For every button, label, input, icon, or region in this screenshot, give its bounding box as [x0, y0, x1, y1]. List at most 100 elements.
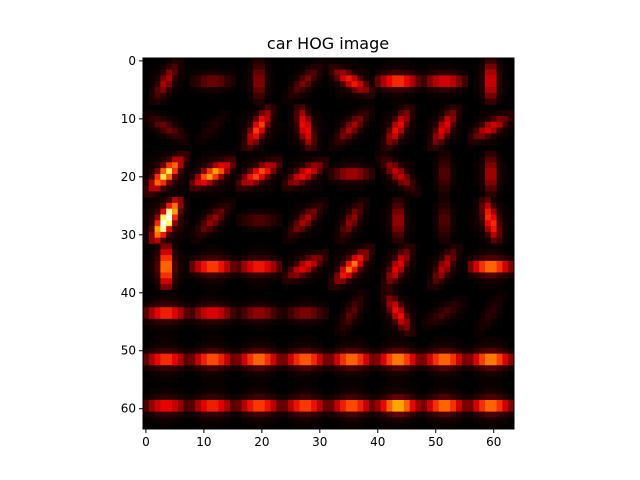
heatmap-pixel: [351, 86, 358, 94]
heatmap-pixel: [166, 179, 173, 186]
heatmap-pixel: [200, 162, 208, 169]
x-tick-label: 30: [312, 435, 327, 449]
heatmap-pixel: [421, 365, 428, 372]
heatmap-pixel: [166, 214, 173, 221]
heatmap-pixel: [160, 347, 167, 354]
heatmap-pixel: [357, 249, 364, 256]
heatmap-pixel: [316, 342, 324, 349]
heatmap-pixel: [305, 115, 312, 123]
heatmap-pixel: [392, 400, 399, 407]
heatmap-pixel: [287, 220, 295, 227]
heatmap-pixel: [380, 405, 387, 412]
heatmap-pixel: [485, 185, 492, 192]
heatmap-pixel: [398, 260, 405, 268]
heatmap-pixel: [403, 214, 411, 221]
heatmap-pixel: [386, 92, 393, 99]
heatmap-pixel: [171, 92, 179, 99]
heatmap-pixel: [316, 139, 324, 146]
heatmap-pixel: [386, 347, 393, 354]
heatmap-pixel: [311, 324, 318, 331]
heatmap-pixel: [386, 301, 393, 308]
heatmap-pixel: [369, 260, 376, 268]
heatmap-pixel: [200, 284, 208, 291]
heatmap-pixel: [334, 214, 341, 221]
heatmap-pixel: [293, 336, 300, 343]
heatmap-pixel: [183, 260, 190, 268]
heatmap-pixel: [450, 69, 457, 76]
heatmap-pixel: [467, 272, 474, 279]
heatmap-pixel: [264, 347, 271, 354]
heatmap-pixel: [386, 115, 393, 123]
heatmap-pixel: [322, 411, 329, 418]
heatmap-pixel: [467, 394, 474, 401]
heatmap-pixel: [380, 353, 387, 360]
heatmap-pixel: [195, 81, 202, 88]
heatmap-pixel: [398, 266, 405, 273]
heatmap-pixel: [212, 400, 219, 407]
heatmap-pixel: [311, 342, 318, 349]
heatmap-pixel: [467, 255, 474, 262]
heatmap-pixel: [200, 278, 208, 285]
heatmap-pixel: [502, 110, 509, 117]
heatmap-pixel: [328, 173, 335, 181]
heatmap-pixel: [490, 208, 497, 215]
heatmap-pixel: [392, 121, 399, 128]
heatmap-pixel: [427, 371, 434, 378]
heatmap-pixel: [299, 208, 306, 215]
heatmap-pixel: [166, 231, 173, 239]
heatmap-pixel: [444, 255, 451, 262]
heatmap-pixel: [334, 92, 341, 99]
heatmap-pixel: [160, 266, 167, 273]
heatmap-pixel: [392, 376, 399, 383]
heatmap-pixel: [392, 133, 399, 140]
heatmap-pixel: [403, 179, 411, 186]
heatmap-pixel: [409, 133, 416, 140]
heatmap-pixel: [160, 417, 167, 424]
heatmap-pixel: [293, 342, 300, 349]
heatmap-pixel: [432, 185, 439, 192]
heatmap-pixel: [171, 69, 179, 76]
heatmap-pixel: [287, 179, 295, 186]
heatmap-pixel: [392, 231, 399, 239]
heatmap-pixel: [479, 376, 486, 383]
heatmap-pixel: [334, 133, 341, 140]
heatmap-pixel: [276, 168, 283, 175]
heatmap-pixel: [171, 336, 179, 343]
heatmap-pixel: [392, 330, 399, 337]
heatmap-pixel: [195, 371, 202, 378]
heatmap-pixel: [206, 336, 213, 343]
heatmap-pixel: [229, 255, 237, 262]
heatmap-pixel: [270, 185, 277, 192]
heatmap-pixel: [450, 133, 457, 140]
heatmap-pixel: [467, 214, 474, 221]
heatmap-pixel: [270, 133, 277, 140]
heatmap-pixel: [479, 382, 486, 389]
heatmap-pixel: [351, 249, 358, 256]
heatmap-pixel: [432, 121, 439, 128]
heatmap-pixel: [200, 139, 208, 146]
heatmap-pixel: [473, 365, 480, 372]
heatmap-pixel: [218, 284, 225, 291]
heatmap-pixel: [148, 168, 155, 175]
heatmap-pixel: [351, 214, 358, 221]
y-tick-label: 50: [121, 344, 136, 358]
heatmap-pixel: [432, 359, 439, 366]
heatmap-pixel: [299, 179, 306, 186]
heatmap-pixel: [438, 394, 445, 401]
heatmap-pixel: [496, 394, 503, 401]
heatmap-pixel: [351, 411, 358, 418]
heatmap-pixel: [409, 394, 416, 401]
heatmap-pixel: [293, 115, 300, 123]
heatmap-pixel: [444, 411, 451, 418]
heatmap-pixel: [496, 92, 503, 99]
heatmap-pixel: [456, 417, 463, 424]
heatmap-pixel: [409, 121, 416, 128]
heatmap-pixel: [438, 173, 445, 181]
heatmap-pixel: [351, 63, 358, 70]
heatmap-pixel: [143, 179, 150, 186]
heatmap-pixel: [432, 307, 439, 314]
heatmap-pixel: [148, 231, 155, 239]
heatmap-pixel: [212, 365, 219, 372]
heatmap-pixel: [363, 405, 370, 412]
heatmap-pixel: [345, 121, 353, 128]
